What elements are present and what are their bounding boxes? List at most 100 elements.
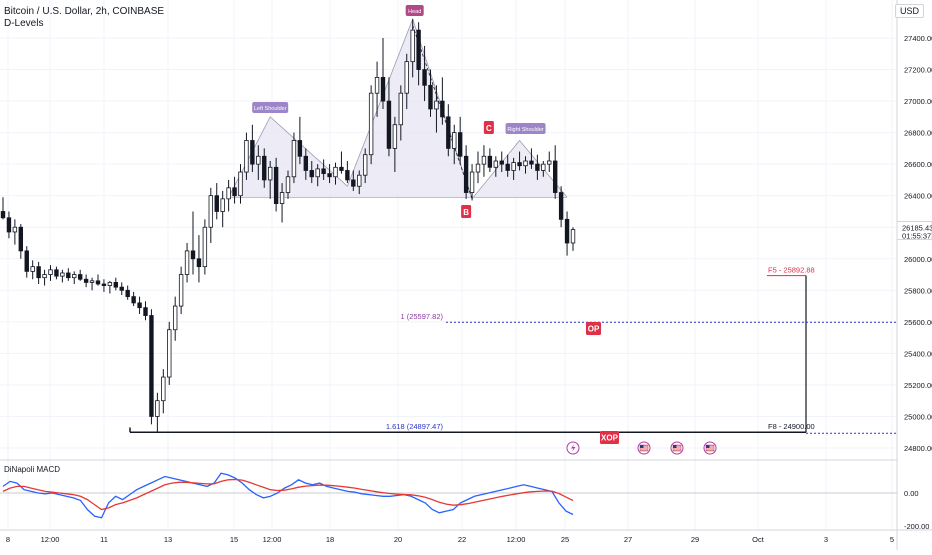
flag-canton	[673, 445, 677, 448]
candle-body	[24, 250, 29, 272]
candle-body	[499, 160, 504, 165]
symbol-title[interactable]: Bitcoin / U.S. Dollar, 2h, COINBASE	[4, 6, 165, 17]
candle-body	[558, 192, 564, 220]
candle-body	[250, 140, 255, 165]
candle-body	[196, 258, 202, 268]
candle-body	[95, 280, 101, 285]
candle-body	[517, 162, 522, 167]
candle-body	[297, 140, 303, 157]
xop-tag-bg	[600, 431, 619, 444]
candle-body	[77, 274, 83, 280]
candle-body	[107, 282, 113, 286]
head-tag-label: Head	[408, 9, 421, 15]
candle-body	[113, 282, 119, 288]
right-shoulder-tag: Right Shoulder	[505, 123, 546, 134]
candle-body	[552, 160, 558, 193]
candle-body	[333, 166, 338, 178]
candle-body	[541, 163, 546, 171]
x-tick-label: 12:00	[263, 535, 282, 544]
candle-body	[178, 274, 184, 307]
candle-body	[511, 162, 516, 171]
currency-button[interactable]: USD	[894, 4, 924, 18]
candle-body	[475, 163, 481, 173]
candle-body	[48, 269, 53, 275]
candle-body	[131, 296, 136, 304]
candle-body	[457, 132, 463, 157]
y-tick-label: 27000.00	[904, 97, 932, 106]
candle-body	[226, 187, 231, 200]
y-tick-label: 26800.00	[904, 129, 932, 138]
candle-body	[452, 132, 457, 149]
candle-body	[220, 198, 225, 212]
candle-body	[42, 274, 47, 279]
candle-body	[30, 266, 35, 272]
candle-body	[416, 29, 421, 70]
y-tick-label: 25000.00	[904, 412, 932, 421]
candle-body	[167, 329, 172, 378]
y-tick-label: 27200.00	[904, 66, 932, 75]
candle-body	[404, 61, 409, 94]
candle-body	[309, 170, 314, 178]
candle-body	[89, 280, 95, 283]
us-flag-event-icon	[637, 441, 651, 455]
flag-canton	[640, 445, 644, 448]
candle-body	[172, 305, 178, 331]
candle-body	[66, 272, 71, 279]
level-f5-label: F5 - 25892.88	[768, 266, 815, 275]
candle-body	[357, 174, 362, 187]
candle-body	[137, 302, 142, 309]
candle-body	[244, 140, 249, 173]
candle-body	[362, 154, 368, 176]
x-tick-label: 22	[458, 535, 466, 544]
candle-body	[535, 163, 540, 171]
pattern-fill	[228, 19, 568, 199]
candle-body	[238, 171, 243, 197]
candles	[0, 19, 576, 433]
flag-canton	[706, 445, 710, 448]
candle-body	[149, 315, 154, 417]
candle-body	[267, 166, 273, 181]
point-b-tag-bg	[461, 205, 472, 218]
candle-body	[202, 226, 208, 268]
candle-body	[529, 160, 534, 165]
candle-body	[547, 160, 552, 165]
point-c-tag-label: C	[486, 124, 492, 133]
right-shoulder-tag-label: Right Shoulder	[507, 127, 544, 133]
candle-body	[303, 155, 309, 171]
x-tick-label: 25	[561, 535, 569, 544]
y-tick-label: 26600.00	[904, 160, 932, 169]
candle-body	[190, 250, 196, 260]
candle-body	[155, 400, 160, 417]
x-tick-label: 3	[824, 535, 828, 544]
level-f8-label: F8 - 24900.00	[768, 422, 815, 431]
event-icons	[566, 441, 717, 455]
candle-body	[398, 92, 404, 126]
candle-body	[208, 195, 214, 228]
candle-body	[386, 100, 392, 149]
left-shoulder-tag-bg	[252, 102, 289, 113]
xop-tag-label: XOP	[601, 434, 619, 443]
candle-body	[422, 69, 427, 86]
candle-body	[339, 166, 344, 171]
candle-body	[60, 272, 65, 277]
x-tick-label: 15	[230, 535, 238, 544]
op-tag-label: OP	[588, 325, 600, 334]
indicator-name[interactable]: D-Levels	[4, 18, 44, 29]
candle-body	[285, 176, 291, 193]
y-tick-label: 25800.00	[904, 286, 932, 295]
candle-body	[101, 283, 107, 286]
us-flag-event-icon	[670, 441, 684, 455]
price-levels: F5 - 25892.88 1 (25597.82) 1.618 (24897.47…	[129, 266, 897, 444]
candle-body	[321, 168, 326, 175]
candle-body	[469, 171, 475, 193]
y-tick-label: 25400.00	[904, 349, 932, 358]
x-tick-label: 18	[326, 535, 334, 544]
candle-body	[505, 163, 510, 171]
candle-body	[523, 160, 528, 167]
x-tick-label: 13	[164, 535, 172, 544]
candle-body	[351, 179, 356, 187]
candle-body	[72, 274, 77, 279]
candle-body	[214, 195, 219, 212]
